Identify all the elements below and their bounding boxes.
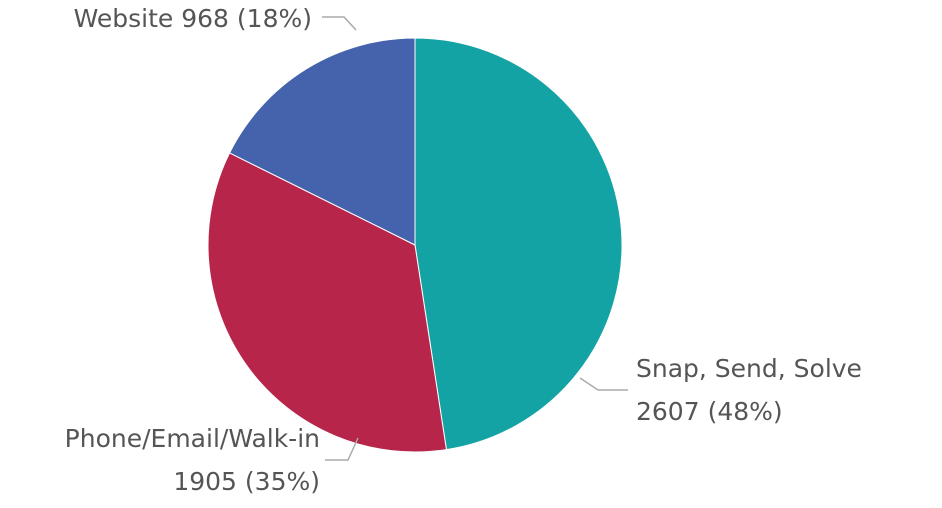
slice-label: Phone/Email/Walk-in [65,424,320,453]
slice-value-label: 1905 (35%) [173,467,320,496]
pie-slice [207,152,448,453]
slice-label: Snap, Send, Solve [636,354,862,383]
slice-label: Website [74,4,174,33]
slice-label-line: Website 968 (18%) [74,4,312,33]
slice-value-label: 968 (18%) [181,4,312,33]
leader-line [579,377,628,391]
slice-value-label: 2607 (48%) [636,397,783,426]
pie-slice [228,37,416,246]
leader-line [322,16,357,31]
leader-line [325,437,359,461]
pie-slice [414,37,623,451]
